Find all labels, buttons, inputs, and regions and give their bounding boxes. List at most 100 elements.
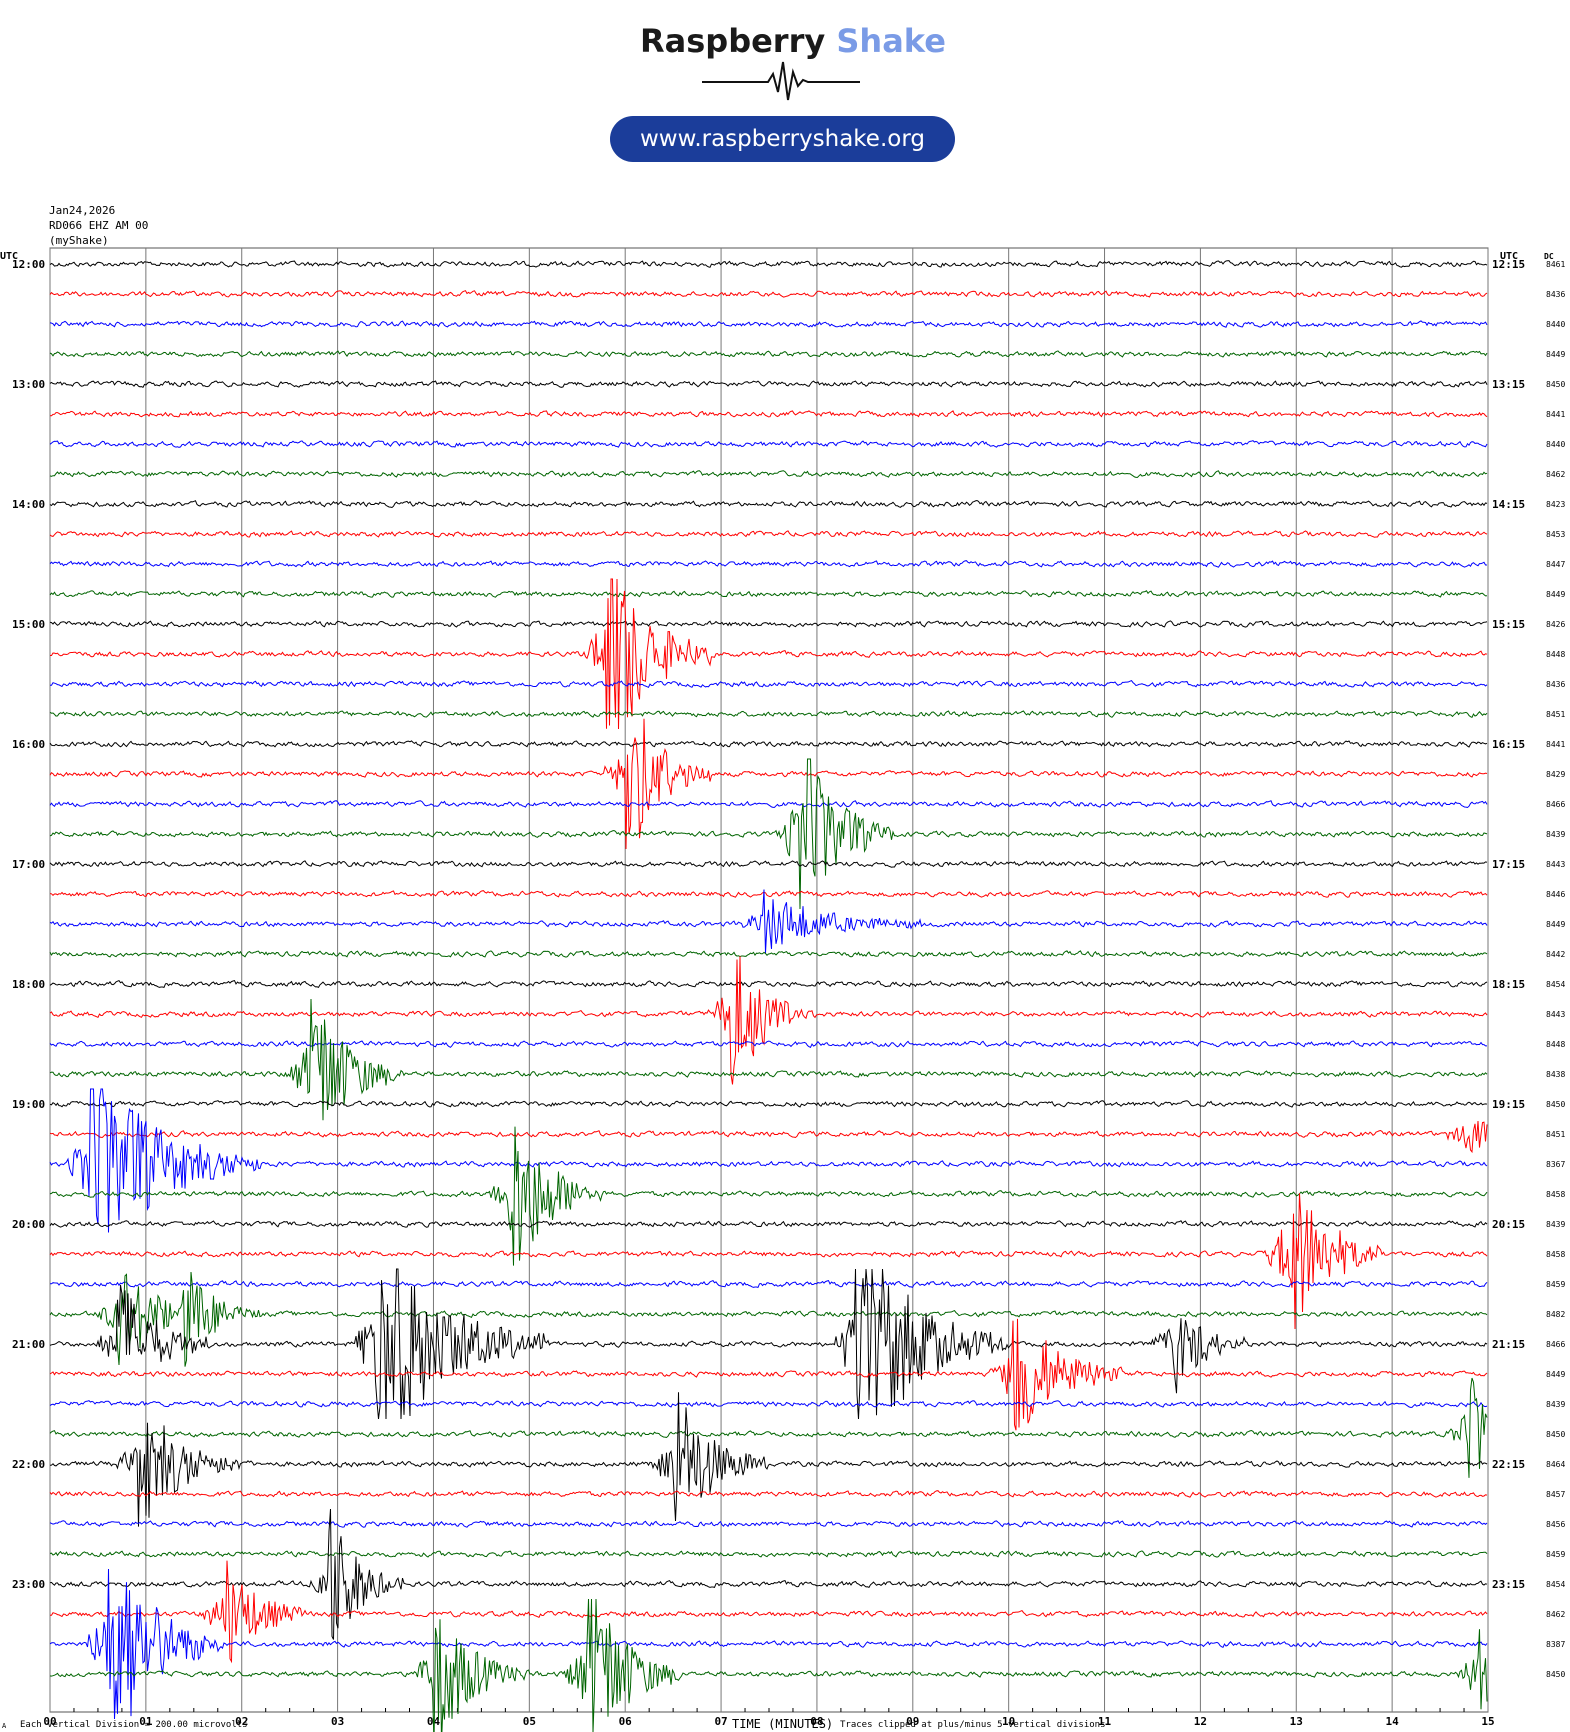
- x-tick-label: 15: [1481, 1715, 1494, 1728]
- x-tick-label: 14: [1386, 1715, 1400, 1728]
- seismic-trace: [49, 590, 1488, 598]
- right-time-label: 12:15: [1492, 258, 1525, 271]
- x-tick-label: 02: [235, 1715, 248, 1728]
- left-time-label: 23:00: [12, 1578, 45, 1591]
- right-time-label: 17:15: [1492, 858, 1525, 871]
- x-tick-label: 06: [619, 1715, 633, 1728]
- seismic-trace: [49, 998, 1488, 1121]
- seismic-trace: [49, 1490, 1488, 1498]
- dc-value-label: 8440: [1546, 440, 1565, 449]
- seismic-trace: [49, 1318, 1488, 1431]
- website-link[interactable]: www.raspberryshake.org: [610, 116, 955, 162]
- x-tick-label: 13: [1290, 1715, 1303, 1728]
- dc-value-label: 8450: [1546, 1670, 1565, 1679]
- seismic-trace: [49, 979, 1488, 989]
- seismic-trace: [49, 530, 1488, 538]
- dc-value-label: 8436: [1546, 680, 1565, 689]
- source-label: (myShake): [49, 234, 109, 247]
- dc-value-label: 8462: [1546, 1610, 1565, 1619]
- dc-value-label: 8443: [1546, 1010, 1565, 1019]
- dc-value-label: 8439: [1546, 830, 1565, 839]
- dc-value-label: 8453: [1546, 530, 1565, 539]
- dc-value-label: 8456: [1546, 1520, 1565, 1529]
- seismic-trace: [50, 679, 1488, 688]
- dc-value-label: 8442: [1546, 950, 1565, 959]
- x-tick-label: 09: [906, 1715, 919, 1728]
- dc-value-label: 8426: [1546, 620, 1565, 629]
- seismic-trace: [49, 440, 1488, 448]
- dc-value-label: 8448: [1546, 650, 1565, 659]
- seismic-trace: [49, 1271, 1488, 1367]
- dc-value-label: 8450: [1546, 1430, 1565, 1439]
- seismic-trace: [49, 1268, 1488, 1420]
- vertical-division-note: Each Vertical Division = 200.00 microvol…: [20, 1720, 248, 1730]
- dc-value-label: 8439: [1546, 1220, 1565, 1229]
- right-time-label: 19:15: [1492, 1098, 1525, 1111]
- seismic-trace: [49, 950, 1488, 958]
- x-tick-label: 12: [1194, 1715, 1207, 1728]
- seismic-trace: [49, 758, 1488, 910]
- seismic-trace: [49, 470, 1488, 478]
- right-time-label: 18:15: [1492, 978, 1525, 991]
- seismic-trace: [49, 718, 1488, 850]
- right-time-label: 21:15: [1492, 1338, 1525, 1351]
- seismic-trace: [49, 499, 1488, 509]
- left-time-label: 22:00: [12, 1458, 45, 1471]
- dc-value-label: 8450: [1546, 1100, 1565, 1109]
- dc-value-label: 8454: [1546, 980, 1565, 989]
- seismic-trace: [49, 1279, 1488, 1289]
- left-time-label: 18:00: [12, 978, 45, 991]
- dc-value-label: 8451: [1546, 710, 1565, 719]
- seismic-trace: [49, 800, 1488, 809]
- dc-value-label: 8440: [1546, 320, 1565, 329]
- dc-value-label: 8446: [1546, 890, 1565, 899]
- seismic-trace: [49, 1088, 1488, 1233]
- seismic-trace: [49, 1400, 1488, 1408]
- seismic-trace: [49, 1193, 1488, 1330]
- seismic-trace: [49, 1508, 1488, 1640]
- right-time-label: 20:15: [1492, 1218, 1525, 1231]
- seismic-trace: [49, 350, 1488, 358]
- seismic-trace: [49, 1120, 1488, 1154]
- left-time-label: 21:00: [12, 1338, 45, 1351]
- left-time-label: 13:00: [12, 378, 45, 391]
- dc-value-label: 8423: [1546, 500, 1565, 509]
- brand-title: Raspberry Shake: [640, 22, 946, 60]
- seismic-trace: [49, 1100, 1488, 1108]
- right-time-label: 14:15: [1492, 498, 1525, 511]
- dc-value-label: 8449: [1546, 590, 1565, 599]
- seismic-trace: [49, 1220, 1488, 1228]
- x-tick-label: 00: [43, 1715, 56, 1728]
- seismic-trace: [49, 1126, 1488, 1266]
- dc-value-label: 8466: [1546, 800, 1565, 809]
- dc-value-label: 8454: [1546, 1580, 1565, 1589]
- seismic-trace: [49, 290, 1488, 298]
- right-utc-label: UTC: [1500, 251, 1518, 262]
- dc-value-label: 8482: [1546, 1310, 1565, 1319]
- seismic-trace: [49, 740, 1488, 748]
- dc-value-label: 8436: [1546, 290, 1565, 299]
- left-time-label: 17:00: [12, 858, 45, 871]
- dc-value-label: 8447: [1546, 560, 1565, 569]
- dc-value-label: 8459: [1546, 1550, 1565, 1559]
- left-time-label: 14:00: [12, 498, 45, 511]
- clipping-note: Traces clipped at plus/minus 5 vertical …: [840, 1720, 1106, 1730]
- seismic-trace: [49, 890, 1488, 898]
- right-time-label: 22:15: [1492, 1458, 1525, 1471]
- dc-value-label: 8457: [1546, 1490, 1565, 1499]
- x-tick-label: 11: [1098, 1715, 1112, 1728]
- seismo-wave-icon: [702, 61, 860, 101]
- dc-value-label: 8449: [1546, 1370, 1565, 1379]
- date-label: Jan24,2026: [49, 204, 116, 217]
- dc-value-label: 8464: [1546, 1460, 1565, 1469]
- dc-value-label: 8438: [1546, 1070, 1565, 1079]
- dc-value-label: 8451: [1546, 1130, 1565, 1139]
- seismic-trace: [49, 1392, 1488, 1527]
- dc-value-label: 8439: [1546, 1400, 1565, 1409]
- left-time-label: 12:00: [12, 258, 45, 271]
- seismic-trace: [49, 1598, 1488, 1732]
- right-time-label: 15:15: [1492, 618, 1525, 631]
- left-time-label: 15:00: [12, 618, 45, 631]
- seismic-trace: [49, 1550, 1488, 1558]
